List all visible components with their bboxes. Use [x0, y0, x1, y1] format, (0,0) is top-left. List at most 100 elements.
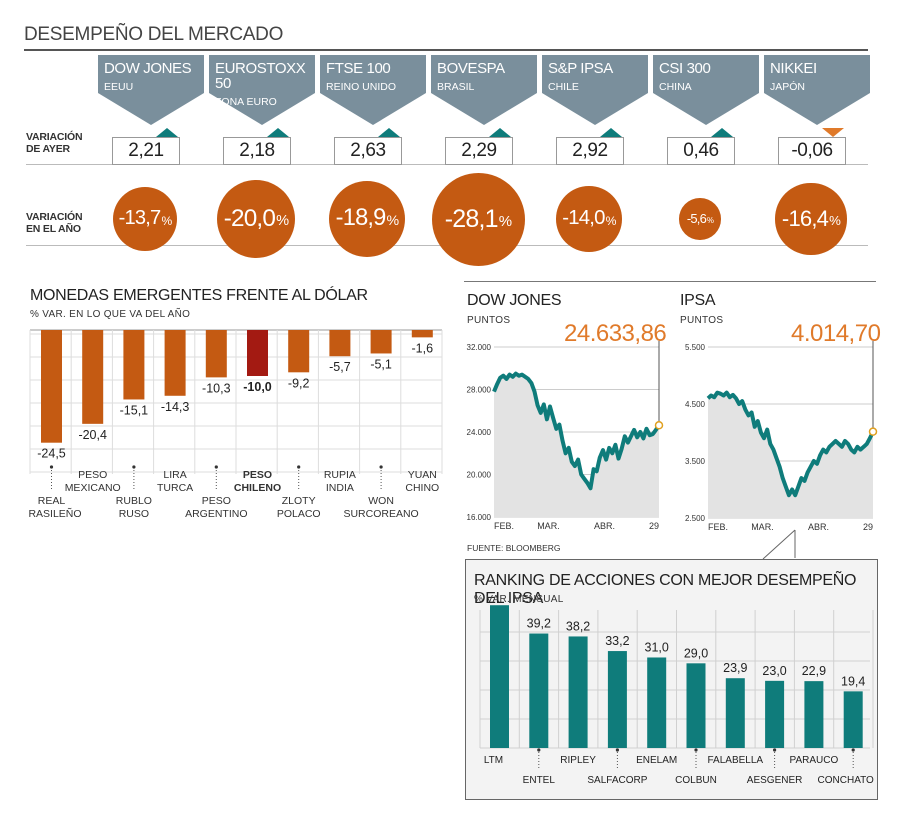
y-tick-label: 5.500 — [685, 343, 706, 352]
year-variation-value: -14,0 — [562, 207, 605, 230]
callout-connector — [762, 529, 796, 560]
currency-category-label: CHINO — [405, 482, 439, 494]
label-leader-dot — [214, 465, 218, 469]
stock-value-label: 33,2 — [605, 634, 629, 648]
index-header-4: S&P IPSA CHILE — [542, 55, 648, 125]
label-variacion-ayer: VARIACIÓN DE AYER — [26, 131, 83, 155]
title-rule — [24, 49, 868, 51]
percent-sign: % — [386, 212, 400, 229]
arrow-down-icon — [822, 128, 844, 137]
year-variation-value: -20,0 — [223, 204, 276, 232]
stock-bar — [529, 633, 549, 748]
percent-sign: % — [276, 212, 289, 229]
year-variation-value: -18,9 — [335, 205, 387, 232]
label-leader-dot — [851, 748, 855, 752]
currency-bar — [370, 330, 392, 354]
index-name: CSI 300 — [659, 60, 711, 77]
stock-bar — [568, 636, 588, 748]
label-leader-dot — [615, 748, 619, 752]
x-tick-label: 29 — [649, 521, 659, 531]
currency-bar — [205, 330, 227, 378]
stock-value-label: 23,9 — [723, 661, 747, 675]
currency-category-label: PESO — [202, 495, 231, 507]
currency-value-label: -15,1 — [120, 403, 149, 417]
currency-category-label: SURCOREANO — [343, 508, 418, 520]
stock-category-label: PARAUCO — [790, 755, 839, 766]
day-variation-value: 2,29 — [445, 137, 513, 165]
currency-value-label: -24,5 — [37, 447, 66, 461]
currency-bar — [41, 330, 62, 443]
y-tick-label: 32.000 — [467, 343, 492, 352]
ranking-subtitle: % VAR. MENSUAL — [474, 594, 564, 605]
currency-category-label: ARGENTINO — [185, 508, 247, 520]
currency-bar — [164, 330, 186, 396]
label-variacion-ano-line2: EN EL AÑO — [26, 223, 81, 235]
currency-bar — [411, 330, 433, 338]
x-tick-label: ABR. — [594, 521, 615, 531]
x-tick-label: FEB. — [708, 522, 728, 532]
index-header-6: NIKKEI JAPÓN — [764, 55, 870, 125]
currency-category-label: POLACO — [277, 508, 321, 520]
y-tick-label: 4.500 — [685, 400, 706, 409]
series-line — [492, 371, 661, 491]
year-variation-bubble: -14,0% — [556, 186, 622, 252]
stock-value-label: 39,2 — [527, 617, 551, 631]
currency-value-label: -1,6 — [412, 341, 434, 355]
stock-value-label: 31,0 — [645, 640, 669, 654]
currency-value-label: -14,3 — [161, 400, 190, 414]
currency-bar — [288, 330, 310, 373]
index-name: NIKKEI — [770, 60, 817, 77]
currency-value-label: -5,1 — [370, 357, 392, 371]
year-variation-bubble: -5,6% — [679, 198, 721, 240]
year-variation-value: -13,7 — [118, 207, 162, 230]
percent-sign: % — [161, 213, 172, 228]
stock-category-label: LTM — [484, 755, 503, 766]
currency-value-label: -9,2 — [288, 376, 310, 390]
currency-category-label: LIRA — [163, 469, 186, 481]
arrow-up-icon — [489, 128, 511, 137]
year-variation-value: -16,4 — [781, 205, 829, 231]
currency-bar — [123, 330, 145, 400]
stock-value-label: 23,0 — [762, 664, 786, 678]
currency-value-label: -20,4 — [78, 428, 107, 442]
series-area — [494, 373, 659, 517]
currency-category-label: BRASILEÑO — [28, 507, 82, 520]
currency-category-label: MEXICANO — [65, 482, 121, 494]
ipsa-subtitle: PUNTOS — [680, 315, 724, 326]
arrow-up-icon — [156, 128, 178, 137]
x-tick-label: MAR. — [751, 522, 774, 532]
label-leader-dot — [694, 748, 698, 752]
stock-category-label: RIPLEY — [560, 755, 596, 766]
stock-category-label: ENTEL — [523, 775, 556, 786]
percent-sign: % — [707, 216, 714, 226]
ranking-chart: 48,9LTM39,2ENTEL38,2RIPLEY33,2SALFACORP3… — [479, 605, 874, 786]
stock-category-label: SALFACORP — [587, 775, 647, 786]
index-country: CHILE — [548, 81, 579, 93]
index-country: JAPÓN — [770, 81, 806, 93]
index-name-line2: 50 — [215, 75, 231, 92]
index-header-2: FTSE 100 REINO UNIDO — [320, 55, 426, 125]
currency-category-label: WON — [368, 495, 394, 507]
index-name: DOW JONES — [104, 60, 192, 77]
label-variacion-ayer-line2: DE AYER — [26, 143, 70, 155]
x-tick-label: MAR. — [537, 521, 560, 531]
section-rule-right — [464, 281, 876, 282]
index-country: BRASIL — [437, 81, 475, 93]
y-tick-label: 24.000 — [467, 428, 492, 437]
day-variation-value: 2,63 — [334, 137, 402, 165]
source-note: FUENTE: BLOOMBERG — [467, 543, 561, 553]
currency-category-label: ZLOTY — [282, 495, 316, 507]
percent-sign: % — [605, 213, 617, 228]
y-tick-label: 28.000 — [467, 386, 492, 395]
stock-bar — [686, 663, 706, 748]
x-tick-label: 29 — [863, 522, 873, 532]
stock-category-label: ENELAM — [636, 755, 677, 766]
currency-value-label: -10,3 — [202, 381, 231, 395]
stock-bar — [725, 678, 745, 748]
day-variation-value: 2,18 — [223, 137, 291, 165]
y-tick-label: 2.500 — [685, 514, 706, 523]
index-country: EEUU — [104, 81, 134, 93]
ranking-title: RANKING DE ACCIONES CON MEJOR DESEMPEÑO … — [474, 572, 857, 607]
index-header-0: DOW JONES EEUU — [98, 55, 204, 125]
